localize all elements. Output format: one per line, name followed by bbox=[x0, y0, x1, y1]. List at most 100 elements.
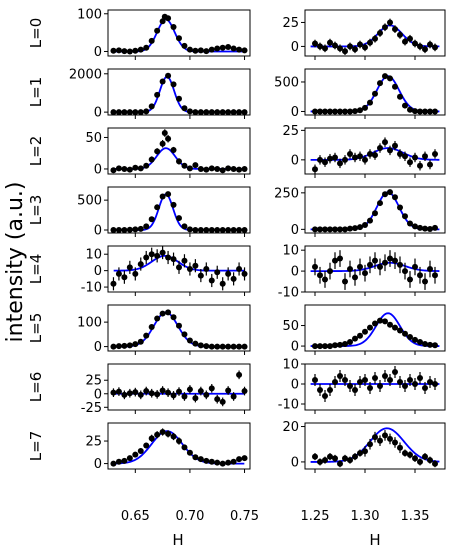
axes-frame bbox=[107, 245, 251, 293]
data-point bbox=[317, 458, 323, 465]
data-point bbox=[159, 429, 166, 436]
data-point bbox=[203, 109, 210, 116]
data-point bbox=[352, 225, 358, 232]
data-point bbox=[137, 447, 144, 454]
data-point bbox=[132, 164, 139, 171]
subplot-right: -10 0 10 bbox=[278, 358, 446, 414]
data-point bbox=[387, 75, 393, 82]
data-point bbox=[165, 430, 172, 437]
y-tick-label: -10 bbox=[81, 281, 102, 296]
data-point bbox=[186, 386, 193, 393]
data-point bbox=[208, 227, 215, 234]
data-point bbox=[154, 91, 161, 98]
data-point bbox=[382, 432, 388, 439]
data-point bbox=[332, 342, 338, 349]
data-point bbox=[121, 457, 128, 464]
data-point bbox=[327, 155, 333, 162]
subplot-left: -10 010 bbox=[81, 245, 251, 296]
data-point bbox=[397, 93, 403, 100]
data-point bbox=[397, 261, 403, 268]
data-point bbox=[181, 393, 188, 400]
data-point bbox=[203, 48, 210, 55]
data-point bbox=[312, 263, 318, 270]
data-point bbox=[392, 83, 398, 90]
data-point bbox=[132, 389, 139, 396]
data-point bbox=[143, 388, 150, 395]
data-point bbox=[165, 15, 172, 22]
data-point bbox=[357, 107, 363, 114]
data-point bbox=[387, 147, 393, 154]
subplot-right: 0 20 1.25 1.30 1.35 bbox=[282, 420, 446, 524]
data-point bbox=[115, 47, 122, 54]
data-point bbox=[115, 343, 122, 350]
data-point bbox=[312, 108, 318, 115]
data-point bbox=[347, 225, 353, 232]
row-label: L=5 bbox=[27, 313, 45, 343]
data-point bbox=[362, 448, 368, 455]
data-point bbox=[236, 371, 243, 378]
data-point bbox=[197, 109, 204, 116]
data-point bbox=[208, 458, 215, 465]
data-point bbox=[181, 257, 188, 264]
data-point bbox=[225, 343, 232, 350]
y-tick-label: 25 bbox=[85, 374, 102, 389]
data-point bbox=[241, 388, 248, 395]
data-point bbox=[110, 343, 117, 350]
y-tick-label: 0 bbox=[291, 378, 299, 393]
data-point bbox=[214, 269, 221, 276]
y-tick-label: 500 bbox=[274, 75, 299, 90]
axes-frame bbox=[304, 245, 446, 293]
data-point bbox=[143, 108, 150, 115]
data-point bbox=[143, 442, 150, 449]
panel-row-1: L=1 0 2000 0 500 bbox=[27, 67, 446, 121]
data-point bbox=[165, 191, 172, 198]
data-point bbox=[422, 385, 428, 391]
data-point bbox=[230, 458, 237, 465]
subplot-left: 0 2000 bbox=[69, 67, 251, 121]
data-point bbox=[422, 341, 428, 348]
data-point bbox=[170, 23, 177, 30]
data-point bbox=[115, 270, 122, 277]
data-point bbox=[377, 383, 383, 389]
data-point bbox=[143, 162, 150, 169]
data-point bbox=[225, 109, 232, 116]
x-axis-label-left: H bbox=[172, 531, 183, 549]
data-point bbox=[367, 99, 373, 106]
data-point bbox=[332, 42, 338, 49]
subplot-right: 0 500 bbox=[274, 68, 446, 120]
data-point bbox=[192, 262, 199, 269]
data-point bbox=[337, 255, 343, 262]
data-point bbox=[387, 19, 393, 26]
data-point bbox=[327, 226, 333, 233]
data-point bbox=[312, 343, 318, 350]
data-point bbox=[208, 277, 215, 284]
data-point bbox=[392, 142, 398, 149]
y-tick-label: 0 bbox=[94, 224, 102, 239]
y-tick-label: 0 bbox=[291, 40, 299, 55]
data-point bbox=[154, 315, 161, 322]
data-point bbox=[186, 449, 193, 456]
data-point bbox=[126, 264, 133, 271]
data-point bbox=[186, 266, 193, 272]
axes-frame bbox=[107, 422, 251, 470]
y-tick-label: 50 bbox=[85, 131, 102, 146]
data-point bbox=[332, 108, 338, 115]
data-point bbox=[159, 249, 166, 256]
data-point bbox=[382, 73, 388, 80]
data-point bbox=[219, 44, 226, 51]
x-tick-label: 1.30 bbox=[351, 509, 380, 524]
data-point bbox=[372, 210, 378, 217]
data-point bbox=[236, 166, 243, 173]
data-point bbox=[121, 109, 128, 116]
data-point bbox=[126, 226, 133, 233]
data-point bbox=[317, 343, 323, 350]
data-point bbox=[115, 388, 122, 395]
data-point bbox=[181, 162, 188, 169]
subplot-left: 0 100 bbox=[77, 304, 251, 355]
data-point bbox=[110, 227, 117, 234]
data-point bbox=[236, 456, 243, 463]
panel-row-0: L=0 0 100 0 25 bbox=[27, 7, 446, 60]
data-point bbox=[312, 377, 318, 383]
data-point bbox=[422, 46, 428, 53]
data-point bbox=[327, 39, 333, 46]
